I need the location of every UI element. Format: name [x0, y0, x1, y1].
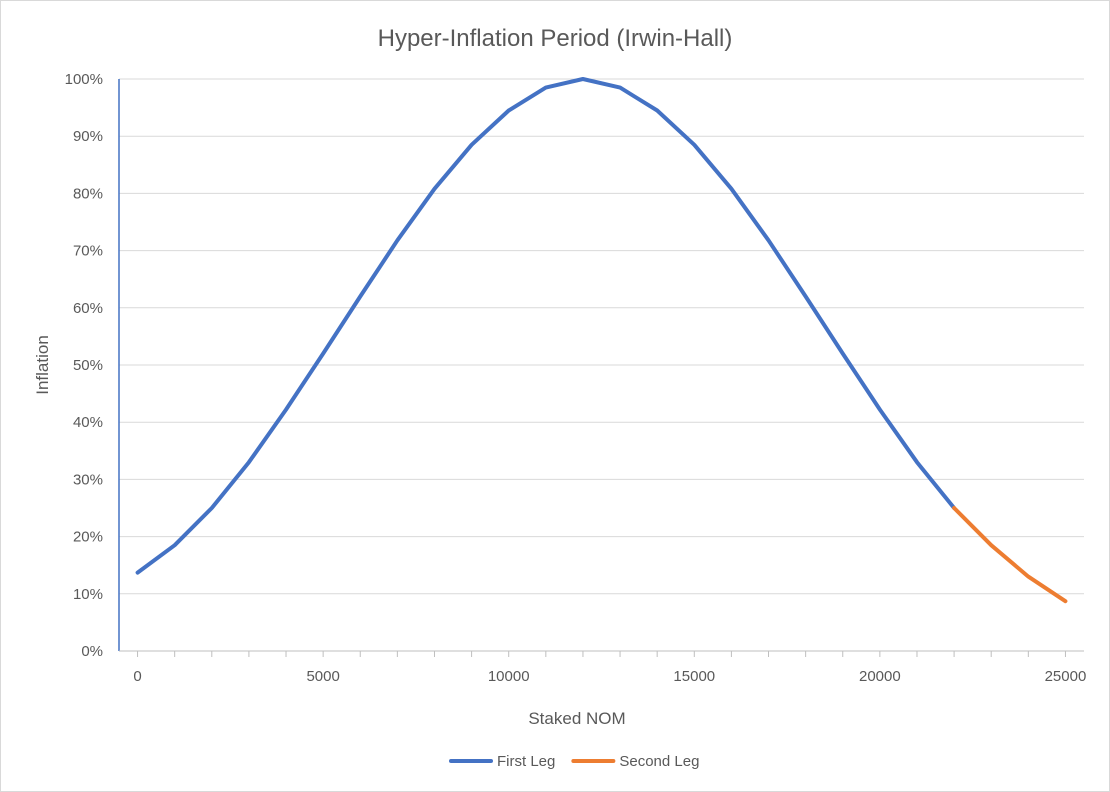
x-tick-label: 15000 — [673, 668, 715, 685]
y-tick-labels: 0% 10% 20% 30% 40% 50% 60% 70% 80% 90% 100% — [65, 71, 103, 660]
legend-label: Second Leg — [619, 753, 699, 770]
chart-title: Hyper-Inflation Period (Irwin-Hall) — [378, 25, 733, 52]
y-tick-label: 80% — [73, 185, 103, 202]
y-tick-label: 10% — [73, 586, 103, 603]
y-tick-label: 60% — [73, 300, 103, 317]
y-tick-label: 0% — [81, 643, 103, 660]
legend: First Leg Second Leg — [449, 753, 699, 770]
series-lines — [135, 77, 1068, 604]
x-axis: 0 5000 10000 15000 20000 25000 — [118, 79, 1087, 685]
y-axis-title: Inflation — [33, 335, 52, 395]
y-tick-label: 40% — [73, 414, 103, 431]
y-tick-label: 100% — [65, 71, 103, 88]
series-line-first-leg — [135, 77, 957, 575]
y-tick-label: 50% — [73, 357, 103, 374]
y-tick-label: 30% — [73, 471, 103, 488]
gridlines — [119, 78, 1084, 595]
x-tick-label: 0 — [133, 668, 141, 685]
x-tick-label: 5000 — [306, 668, 339, 685]
x-tick-label: 25000 — [1045, 668, 1087, 685]
x-axis-title: Staked NOM — [528, 709, 625, 728]
y-tick-label: 20% — [73, 529, 103, 546]
x-tick-label: 20000 — [859, 668, 901, 685]
x-tick-label: 10000 — [488, 668, 530, 685]
legend-label: First Leg — [497, 753, 555, 770]
series-line-second-leg — [952, 506, 1068, 604]
y-tick-label: 90% — [73, 128, 103, 145]
y-tick-label: 70% — [73, 243, 103, 260]
